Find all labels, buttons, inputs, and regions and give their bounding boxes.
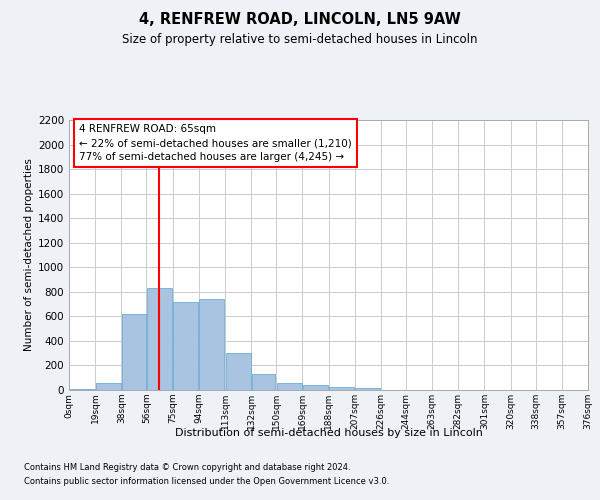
Bar [147,288,172,390]
Bar [303,385,328,390]
Bar [277,382,302,390]
Bar [173,302,198,390]
Text: Contains public sector information licensed under the Open Government Licence v3: Contains public sector information licen… [24,477,389,486]
Y-axis label: Number of semi-detached properties: Number of semi-detached properties [24,158,34,352]
Bar [199,299,224,390]
Bar [355,388,380,390]
Bar [70,389,95,390]
Bar [252,374,275,390]
Bar [329,387,354,390]
Text: 4, RENFREW ROAD, LINCOLN, LN5 9AW: 4, RENFREW ROAD, LINCOLN, LN5 9AW [139,12,461,28]
Text: 4 RENFREW ROAD: 65sqm
← 22% of semi-detached houses are smaller (1,210)
77% of s: 4 RENFREW ROAD: 65sqm ← 22% of semi-deta… [79,124,352,162]
Text: Contains HM Land Registry data © Crown copyright and database right 2024.: Contains HM Land Registry data © Crown c… [24,464,350,472]
Bar [226,353,251,390]
Text: Distribution of semi-detached houses by size in Lincoln: Distribution of semi-detached houses by … [175,428,483,438]
Bar [96,382,121,390]
Text: Size of property relative to semi-detached houses in Lincoln: Size of property relative to semi-detach… [122,32,478,46]
Bar [122,314,146,390]
